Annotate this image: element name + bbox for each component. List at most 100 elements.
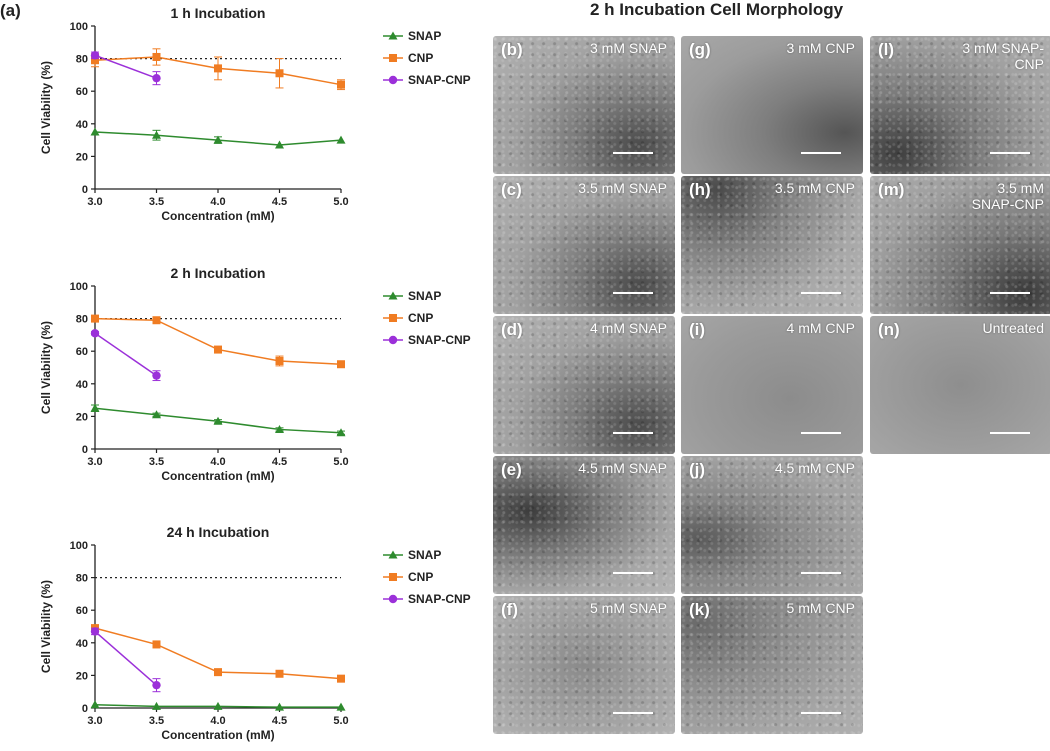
data-point-snap [152,410,161,419]
panel-caption: 3.5 mM SNAP-CNP [971,180,1044,212]
data-point-cnp [152,640,161,649]
y-tick-label: 20 [76,151,88,163]
series-line-cnp [94,317,342,365]
data-point-cnp [152,316,161,325]
data-point-snap [336,702,346,711]
x-tick-label: 3.5 [149,715,164,727]
morphology-panel-d: (d) 4 mM SNAP [493,316,675,454]
y-tick-label: 40 [76,379,88,391]
legend-label: SNAP [408,29,441,43]
legend-marker-snap-cnp [388,75,398,85]
series-line-snap-cnp [94,54,157,79]
morphology-panel-c: (c) 3.5 mM SNAP [493,176,675,314]
x-tick-label: 4.0 [210,196,225,208]
y-tick-label: 40 [76,638,88,650]
series-line-snap-cnp [94,630,157,686]
legend-marker-snap [388,31,398,40]
morphology-panel-e: (e) 4.5 mM SNAP [493,456,675,594]
panel-label: (d) [501,320,523,339]
data-point-snap [90,127,100,136]
panel-caption: 4 mM CNP [786,320,855,336]
data-point-snap-cnp [152,680,161,690]
data-point-cnp [337,80,345,89]
scale-bar [801,712,841,714]
data-point-snap [152,701,161,710]
data-point-snap [213,135,223,144]
morphology-title: 2 h Incubation Cell Morphology [590,0,844,19]
y-tick-label: 80 [76,573,88,585]
legend-label: SNAP [408,548,441,562]
panel-caption: 5 mM SNAP [589,600,667,616]
data-point-snap-cnp [90,627,100,636]
x-tick-label: 4.5 [272,196,287,208]
y-axis-label: Cell Viability (%) [39,580,53,673]
data-point-cnp [275,669,284,678]
morphology-panel-f: (f) 5 mM SNAP [493,596,675,734]
y-tick-label: 0 [82,184,88,196]
morphology-panel-m: (m) 3.5 mM SNAP-CNP [870,176,1050,314]
x-tick-label: 3.5 [149,456,164,468]
scale-bar [613,292,653,294]
panel-label: (n) [878,320,900,339]
panel-a-label: (a) [0,1,21,20]
scale-bar [613,152,653,154]
y-tick-label: 0 [82,444,88,456]
legend-label: SNAP [408,289,441,303]
scale-bar [990,292,1030,294]
morphology-panel-i: (i) 4 mM CNP [681,316,863,454]
x-tick-label: 3.5 [149,196,164,208]
data-point-cnp [214,345,222,354]
morphology-panel-j: (j) 4.5 mM CNP [681,456,863,594]
panel-caption: 3.5 mM CNP [774,180,855,196]
scale-bar [613,432,653,434]
scale-bar [801,432,841,434]
data-point-snap [90,403,100,412]
scale-bar [613,712,653,714]
legend-marker-snap [388,550,398,559]
scale-bar [990,432,1030,434]
x-tick-label: 5.0 [333,196,348,208]
legend-label: SNAP-CNP [408,592,471,606]
scale-bar [613,572,653,574]
y-tick-label: 80 [76,314,88,326]
series-line-snap-cnp [94,332,157,377]
panel-caption: 3 mM CNP [786,40,855,56]
panel-label: (c) [501,180,522,199]
data-point-cnp [275,69,284,78]
data-point-snap [336,428,346,437]
data-point-cnp [337,360,345,369]
panel-label: (i) [689,320,706,339]
panel-label: (l) [878,40,895,59]
legend-label: CNP [408,311,433,325]
y-tick-label: 100 [70,21,88,33]
x-tick-label: 3.0 [87,715,102,727]
data-point-cnp [91,56,99,65]
legend-label: CNP [408,570,433,584]
panel-label: (h) [689,180,711,199]
panel-caption: 5 mM CNP [786,600,855,616]
legend-marker-cnp [389,573,397,581]
morphology-panel-l: (l) 3 mM SNAP-CNP [870,36,1050,174]
scale-bar [801,572,841,574]
y-tick-label: 40 [76,119,88,131]
data-point-snap-cnp [152,73,161,83]
data-point-cnp [275,356,284,365]
panel-caption: 3 mM SNAP-CNP [962,40,1044,72]
panel-label: (e) [501,460,522,479]
x-tick-label: 4.5 [272,456,287,468]
scale-bar [801,152,841,154]
legend-marker-snap [388,291,398,300]
panel-caption: 3 mM SNAP [589,40,667,56]
y-tick-label: 80 [76,54,88,66]
scale-bar [990,152,1030,154]
y-tick-label: 20 [76,670,88,682]
x-axis-label: Concentration (mM) [161,728,274,742]
data-point-snap [275,702,284,711]
morphology-panel-n: (n) Untreated [870,316,1050,454]
chart-title: 1 h Incubation [171,5,266,21]
viability-charts: (a) 1 h Incubation 0 20 40 60 80 100 3.0 3.5 4.0 4.… [0,1,471,742]
data-point-snap-cnp [90,329,100,338]
data-point-snap-cnp [90,51,100,60]
data-point-snap [336,135,346,144]
morphology-panel-g: (g) 3 mM CNP [681,36,863,174]
